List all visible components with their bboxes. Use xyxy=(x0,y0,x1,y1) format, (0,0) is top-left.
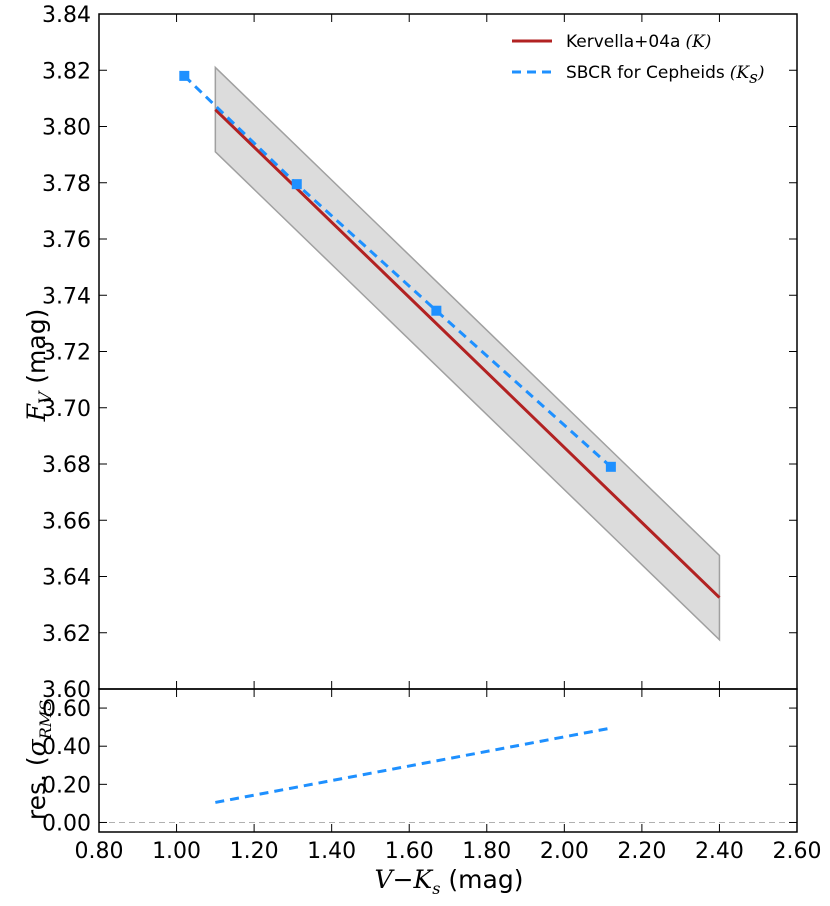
legend-math-sub-sbcr: s xyxy=(749,68,758,88)
res-ytick-label-3: 0.60 xyxy=(42,697,91,722)
xtick-label-6: 2.00 xyxy=(540,839,589,864)
main-ytick-label-12: 3.84 xyxy=(42,3,91,28)
xtick-label-4: 1.60 xyxy=(385,839,434,864)
xlabel-unit: (mag) xyxy=(440,865,523,894)
main-ytick-label-5: 3.70 xyxy=(42,397,91,422)
ylabel-unit: (mag) xyxy=(22,309,51,392)
residual-panel: 0.00 0.20 0.40 0.60 0.80 1.00 1.20 1.40 1.60 1.80… xyxy=(22,688,821,898)
xtick-label-3: 1.40 xyxy=(307,839,356,864)
legend: Kervella+04a (K) SBCR for Cepheids (Ks) xyxy=(512,32,764,88)
series-1-point-1 xyxy=(291,179,302,190)
legend-math-kervella: (K) xyxy=(685,32,711,52)
residual-plot-frame xyxy=(98,688,798,833)
x-axis-label: V−Ks (mag) xyxy=(375,865,524,898)
series-1-point-0 xyxy=(179,70,190,81)
main-ytick-label-0: 3.60 xyxy=(42,678,91,703)
main-ytick-label-1: 3.62 xyxy=(42,622,91,647)
main-ytick-label-2: 3.64 xyxy=(42,566,91,591)
legend-name-sbcr: SBCR for Cepheids xyxy=(566,63,725,83)
series-1-point-2 xyxy=(431,305,442,316)
xtick-label-2: 1.20 xyxy=(230,839,279,864)
res-ytick-label-0: 0.00 xyxy=(42,811,91,836)
main-panel: 3.60 3.62 3.64 3.66 3.68 3.70 3.72 3.74 3.76 3.78… xyxy=(22,3,798,703)
xtick-label-5: 1.80 xyxy=(462,839,511,864)
series-line-1 xyxy=(183,74,612,468)
main-y-axis-label: FV (mag) xyxy=(22,309,56,423)
xlabel-sub: s xyxy=(432,879,440,898)
res-ylabel-sub: RMS xyxy=(36,700,55,740)
xtick-label-1: 1.00 xyxy=(152,839,201,864)
xtick-label-7: 2.20 xyxy=(617,839,666,864)
ylabel-math: F xyxy=(22,402,51,422)
main-series-group xyxy=(179,70,721,599)
series-1-point-3 xyxy=(605,461,616,472)
ylabel-sub: V xyxy=(36,390,56,404)
main-ytick-label-4: 3.68 xyxy=(42,453,91,478)
series-line-0 xyxy=(214,108,721,599)
xtick-label-8: 2.40 xyxy=(695,839,744,864)
main-ytick-label-3: 3.66 xyxy=(42,509,91,534)
residual-ticks: 0.00 0.20 0.40 0.60 0.80 1.00 1.20 1.40 1.60 1.80… xyxy=(42,689,821,864)
main-ytick-label-10: 3.80 xyxy=(42,116,91,141)
residual-series-group xyxy=(215,726,612,804)
main-ytick-label-9: 3.78 xyxy=(42,172,91,197)
main-ticks: 3.60 3.62 3.64 3.66 3.68 3.70 3.72 3.74 3.76 3.78… xyxy=(42,3,798,703)
main-ytick-label-8: 3.76 xyxy=(42,228,91,253)
xlabel-math-v: V xyxy=(375,865,396,894)
xtick-label-0: 0.80 xyxy=(75,839,124,864)
legend-math-tail-sbcr: ) xyxy=(757,63,765,83)
xtick-label-9: 2.60 xyxy=(773,839,822,864)
xlabel-op: − xyxy=(393,865,414,894)
legend-entry-kervella: Kervella+04a (K) xyxy=(566,32,711,52)
residual-y-axis-label: res. (σRMS xyxy=(22,700,55,820)
main-ytick-label-7: 3.74 xyxy=(42,284,91,309)
legend-math-sbcr: (K xyxy=(730,63,751,83)
residual-series-line-0 xyxy=(215,726,612,804)
xlabel-math-k: K xyxy=(413,865,434,894)
legend-entry-sbcr: SBCR for Cepheids (Ks) xyxy=(566,63,764,88)
res-ylabel-math: σ xyxy=(22,738,51,756)
res-ytick-label-2: 0.40 xyxy=(42,735,91,760)
res-ylabel-prefix: res. ( xyxy=(22,756,51,820)
main-ytick-label-11: 3.82 xyxy=(42,59,91,84)
legend-name-kervella: Kervella+04a xyxy=(566,32,680,52)
main-ytick-label-6: 3.72 xyxy=(42,341,91,366)
res-ytick-label-1: 0.20 xyxy=(42,773,91,798)
